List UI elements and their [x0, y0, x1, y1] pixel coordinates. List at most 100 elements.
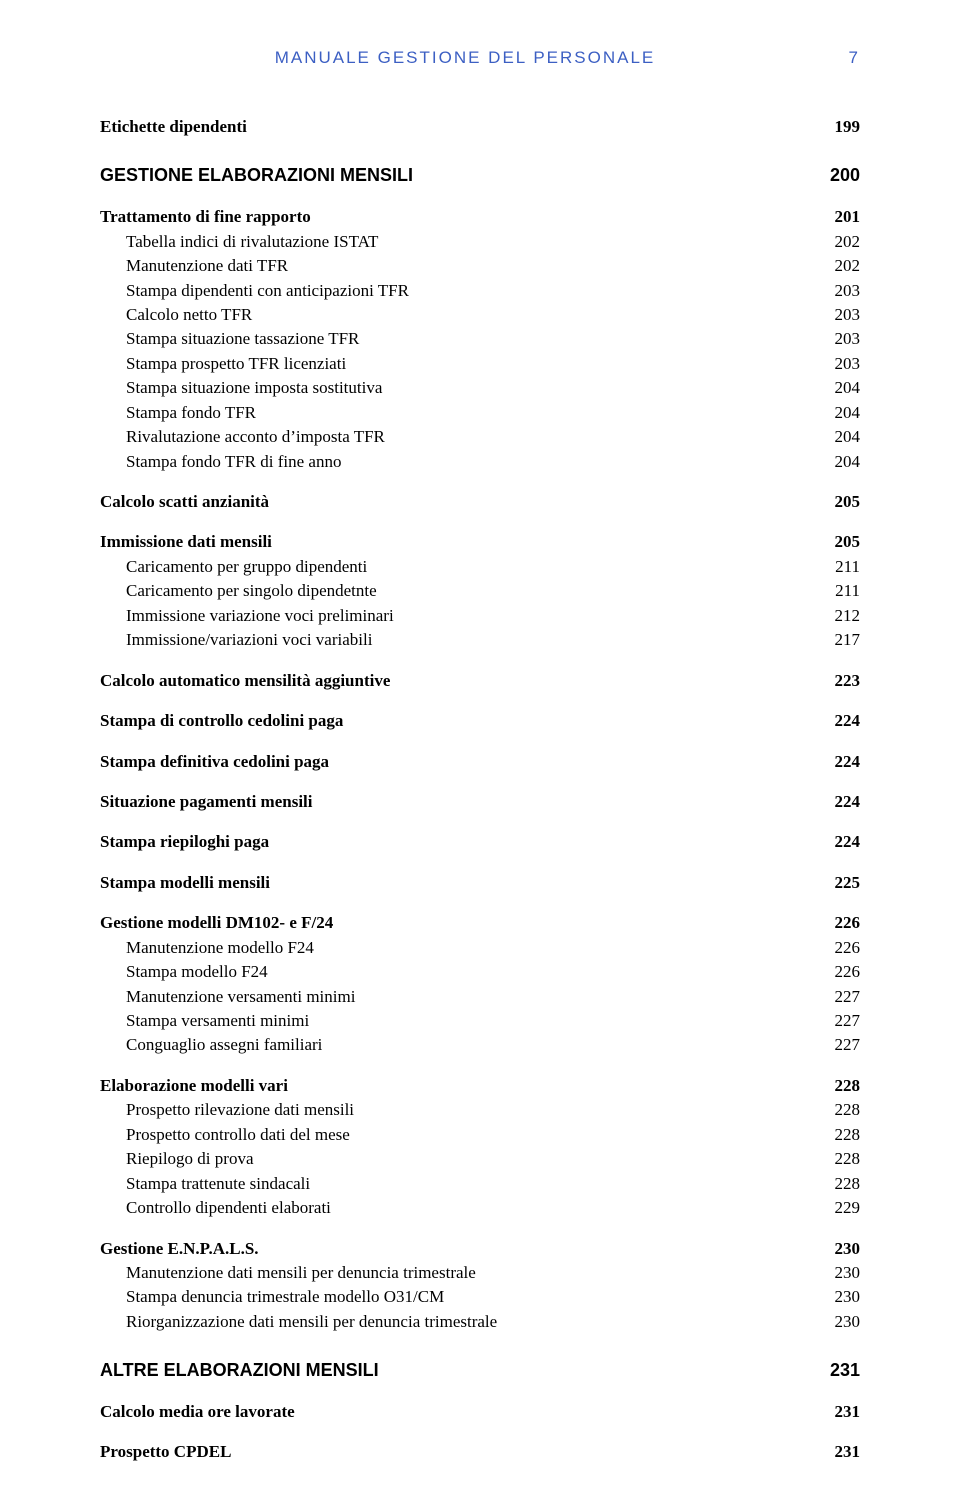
toc-page: 231 [810, 1401, 860, 1423]
toc-page: 228 [810, 1099, 860, 1121]
toc-label: Manutenzione versamenti minimi [100, 986, 810, 1008]
toc-page: 204 [810, 402, 860, 424]
toc-page: 226 [810, 961, 860, 983]
toc-label: Rivalutazione acconto d’imposta TFR [100, 426, 810, 448]
toc-label: Stampa di controllo cedolini paga [100, 710, 810, 732]
toc-label: Riepilogo di prova [100, 1148, 810, 1170]
toc-label: Calcolo scatti anzianità [100, 491, 810, 513]
toc-label: Prospetto CPDEL [100, 1441, 810, 1463]
toc-label: Stampa denuncia trimestrale modello O31/… [100, 1286, 810, 1308]
toc-row: Immissione/variazioni voci variabili217 [100, 629, 860, 651]
toc-row: Riepilogo di prova228 [100, 1148, 860, 1170]
toc-row: Immissione dati mensili205 [100, 531, 860, 553]
header-title: MANUALE GESTIONE DEL PERSONALE [100, 48, 830, 68]
toc-row: Stampa fondo TFR204 [100, 402, 860, 424]
toc-label: Stampa situazione tassazione TFR [100, 328, 810, 350]
toc-row: Stampa di controllo cedolini paga224 [100, 710, 860, 732]
toc-label: Stampa prospetto TFR licenziati [100, 353, 810, 375]
toc-row: Stampa prospetto TFR licenziati203 [100, 353, 860, 375]
toc-page: 204 [810, 426, 860, 448]
toc-page: 204 [810, 451, 860, 473]
toc-row: Conguaglio assegni familiari227 [100, 1034, 860, 1056]
toc-label: Stampa situazione imposta sostitutiva [100, 377, 810, 399]
toc-label: Elaborazione modelli vari [100, 1075, 810, 1097]
toc-page: 212 [810, 605, 860, 627]
toc-row: Stampa situazione imposta sostitutiva204 [100, 377, 860, 399]
toc-row: Manutenzione modello F24226 [100, 937, 860, 959]
toc-page: 223 [810, 670, 860, 692]
toc-page: 226 [810, 937, 860, 959]
toc-row: Etichette dipendenti199 [100, 116, 860, 138]
toc-row: Stampa modelli mensili225 [100, 872, 860, 894]
toc-label: Stampa riepiloghi paga [100, 831, 810, 853]
toc-row: Rivalutazione acconto d’imposta TFR204 [100, 426, 860, 448]
toc-page: 231 [810, 1441, 860, 1463]
toc-page: 203 [810, 328, 860, 350]
toc-row: Prospetto CPDEL231 [100, 1441, 860, 1463]
toc-page: 230 [810, 1238, 860, 1260]
toc-page: 231 [810, 1359, 860, 1383]
toc-row: Stampa versamenti minimi227 [100, 1010, 860, 1032]
toc-page: 225 [810, 872, 860, 894]
toc-label: Riorganizzazione dati mensili per denunc… [100, 1311, 810, 1333]
toc-label: Immissione variazione voci preliminari [100, 605, 810, 627]
toc-row: Stampa situazione tassazione TFR203 [100, 328, 860, 350]
toc-row: Manutenzione dati mensili per denuncia t… [100, 1262, 860, 1284]
toc-row: Calcolo netto TFR203 [100, 304, 860, 326]
toc-page: 229 [810, 1197, 860, 1219]
toc-page: 226 [810, 912, 860, 934]
toc-label: Conguaglio assegni familiari [100, 1034, 810, 1056]
toc-row: GESTIONE ELABORAZIONI MENSILI200 [100, 164, 860, 188]
toc-label: Stampa modello F24 [100, 961, 810, 983]
toc-row: Gestione modelli DM102- e F/24226 [100, 912, 860, 934]
toc-row: Manutenzione dati TFR202 [100, 255, 860, 277]
toc-row: Riorganizzazione dati mensili per denunc… [100, 1311, 860, 1333]
toc-row: Calcolo automatico mensilità aggiuntive2… [100, 670, 860, 692]
toc-label: Calcolo media ore lavorate [100, 1401, 810, 1423]
toc-label: Prospetto rilevazione dati mensili [100, 1099, 810, 1121]
toc-label: ALTRE ELABORAZIONI MENSILI [100, 1359, 810, 1383]
toc-page: 205 [810, 531, 860, 553]
toc-row: Controllo dipendenti elaborati229 [100, 1197, 860, 1219]
toc-page: 224 [810, 791, 860, 813]
toc-row: Caricamento per gruppo dipendenti211 [100, 556, 860, 578]
toc-label: Immissione/variazioni voci variabili [100, 629, 810, 651]
toc-page: 211 [810, 556, 860, 578]
toc-page: 205 [810, 491, 860, 513]
toc-page: 203 [810, 280, 860, 302]
toc-page: 202 [810, 231, 860, 253]
toc-page: 211 [810, 580, 860, 602]
toc-row: Trattamento di fine rapporto201 [100, 206, 860, 228]
toc-page: 203 [810, 353, 860, 375]
toc-label: Stampa definitiva cedolini paga [100, 751, 810, 773]
toc-label: Calcolo netto TFR [100, 304, 810, 326]
toc-label: Situazione pagamenti mensili [100, 791, 810, 813]
toc-label: Gestione modelli DM102- e F/24 [100, 912, 810, 934]
toc-label: GESTIONE ELABORAZIONI MENSILI [100, 164, 810, 188]
toc-page: 203 [810, 304, 860, 326]
toc-row: Immissione variazione voci preliminari21… [100, 605, 860, 627]
toc-label: Caricamento per singolo dipendetnte [100, 580, 810, 602]
toc-row: Calcolo media ore lavorate231 [100, 1401, 860, 1423]
toc-page: 224 [810, 710, 860, 732]
toc-label: Controllo dipendenti elaborati [100, 1197, 810, 1219]
toc-label: Stampa fondo TFR di fine anno [100, 451, 810, 473]
toc-row: ALTRE ELABORAZIONI MENSILI231 [100, 1359, 860, 1383]
toc-label: Etichette dipendenti [100, 116, 810, 138]
toc-row: Stampa modello F24226 [100, 961, 860, 983]
toc-label: Caricamento per gruppo dipendenti [100, 556, 810, 578]
toc-row: Prospetto controllo dati del mese228 [100, 1124, 860, 1146]
toc-label: Stampa modelli mensili [100, 872, 810, 894]
toc-label: Tabella indici di rivalutazione ISTAT [100, 231, 810, 253]
toc-page: 224 [810, 751, 860, 773]
toc-row: Calcolo scatti anzianità205 [100, 491, 860, 513]
toc-page: 201 [810, 206, 860, 228]
toc-row: Manutenzione versamenti minimi227 [100, 986, 860, 1008]
toc-label: Calcolo automatico mensilità aggiuntive [100, 670, 810, 692]
toc-page: 202 [810, 255, 860, 277]
toc-page: 230 [810, 1311, 860, 1333]
toc-row: Stampa denuncia trimestrale modello O31/… [100, 1286, 860, 1308]
toc-page: 224 [810, 831, 860, 853]
toc-container: Etichette dipendenti199 GESTIONE ELABORAZ… [100, 116, 860, 1464]
toc-row: Situazione pagamenti mensili224 [100, 791, 860, 813]
